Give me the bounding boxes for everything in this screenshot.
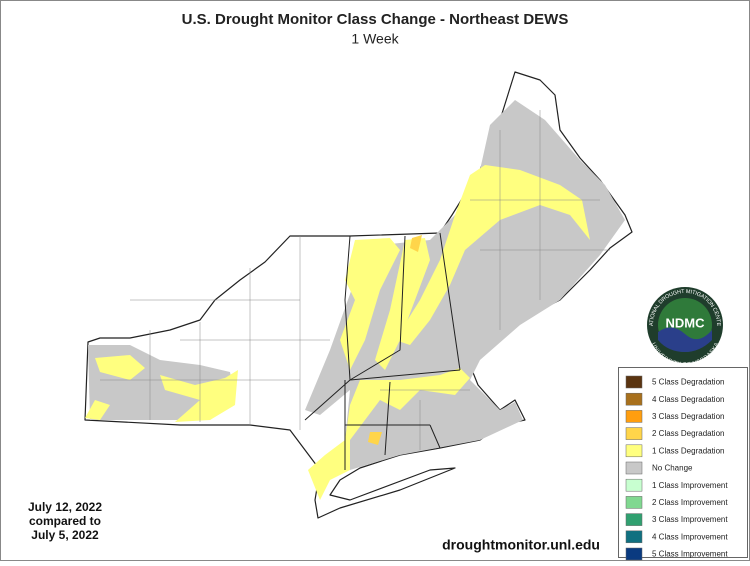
legend-label: 2 Class Degradation (652, 429, 724, 438)
degradation-area (340, 238, 400, 370)
legend-label: 3 Class Improvement (652, 515, 728, 524)
degradation-area (308, 368, 470, 500)
legend: 5 Class Degradation 4 Class Degradation 3 … (625, 375, 728, 561)
legend-swatch (625, 496, 643, 509)
legend-label: 1 Class Degradation (652, 446, 724, 455)
subtitle: 1 Week (351, 31, 399, 47)
degradation-area (395, 165, 590, 345)
legend-swatch (625, 461, 643, 475)
legend-label: 1 Class Improvement (652, 481, 728, 490)
date-line: July 5, 2022 (31, 528, 99, 542)
legend-swatch (625, 427, 643, 440)
legend-swatch (625, 392, 643, 406)
legend-label: 5 Class Degradation (652, 378, 724, 387)
legend-swatch (625, 513, 643, 526)
legend-label: 4 Class Improvement (652, 532, 728, 541)
date-line: compared to (29, 514, 101, 528)
map (84, 71, 633, 519)
legend-label: 3 Class Degradation (652, 412, 724, 421)
title: U.S. Drought Monitor Class Change - Nort… (182, 11, 569, 28)
date-note: July 12, 2022 compared to July 5, 2022 (28, 500, 102, 542)
source-url: droughtmonitor.unl.edu (442, 537, 600, 553)
legend-label: 5 Class Improvement (652, 550, 728, 559)
logo-text: NDMC (666, 315, 706, 330)
legend-label: 4 Class Degradation (652, 395, 724, 404)
legend-swatch (625, 410, 643, 423)
logo-water (658, 327, 712, 352)
date-line: July 12, 2022 (28, 500, 102, 514)
legend-swatch (625, 375, 643, 389)
state-borders (304, 232, 461, 470)
legend-swatch (625, 478, 643, 492)
legend-swatch (625, 530, 643, 544)
legend-label: 2 Class Improvement (652, 498, 728, 507)
legend-swatch (625, 444, 643, 458)
legend-swatch (625, 547, 643, 561)
legend-label: No Change (652, 464, 693, 473)
